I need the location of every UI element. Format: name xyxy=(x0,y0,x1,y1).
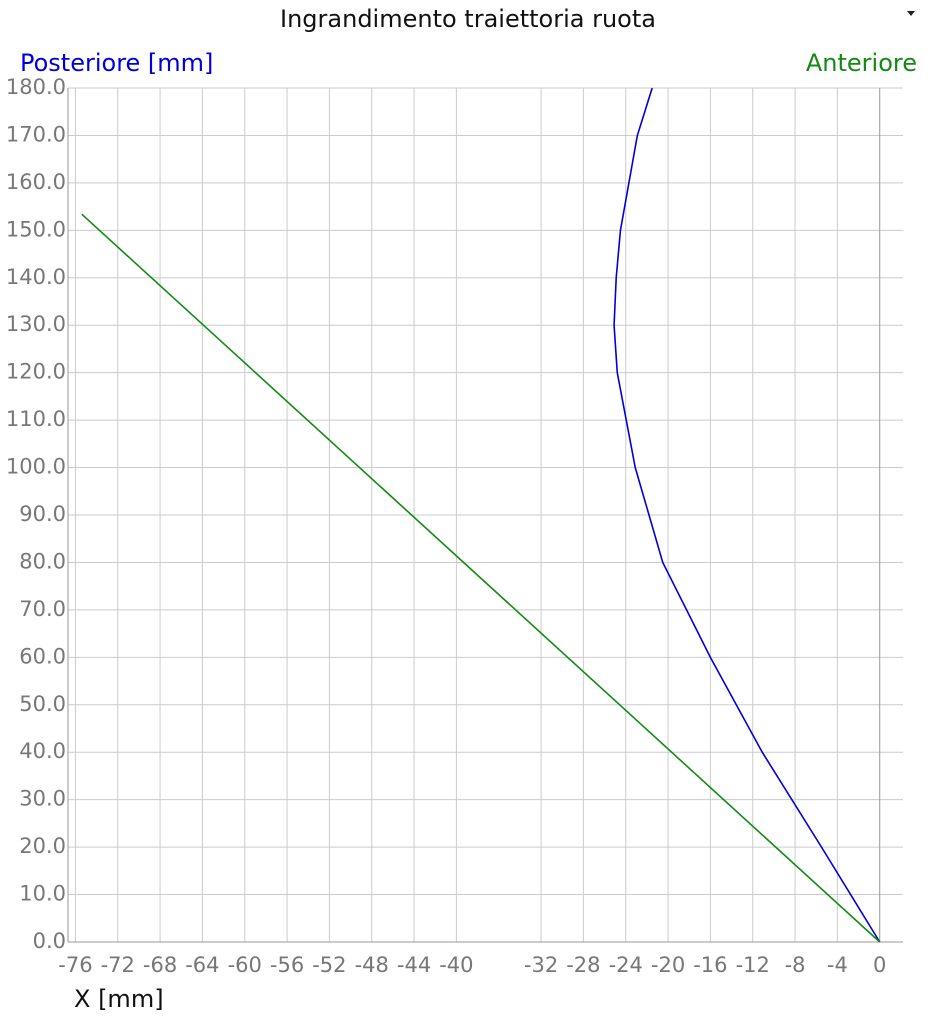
y-tick-label: 60.0 xyxy=(19,644,66,668)
y-tick-label: 20.0 xyxy=(19,834,66,858)
y-tick-label: 150.0 xyxy=(6,217,66,241)
y-tick-label: 110.0 xyxy=(6,407,66,431)
x-tick-label: -40 xyxy=(439,953,473,977)
y-tick-label: 30.0 xyxy=(19,787,66,811)
x-axis-label: X [mm] xyxy=(74,985,164,1013)
x-tick-label: -28 xyxy=(566,953,600,977)
x-tick-label: -64 xyxy=(185,953,219,977)
x-tick-label: -68 xyxy=(143,953,177,977)
y-tick-label: 40.0 xyxy=(19,739,66,763)
y-tick-label: 130.0 xyxy=(6,312,66,336)
x-tick-label: -60 xyxy=(228,953,262,977)
y-tick-label: 70.0 xyxy=(19,597,66,621)
x-tick-label: -32 xyxy=(524,953,558,977)
y-tick-label: 50.0 xyxy=(19,692,66,716)
y-tick-label: 90.0 xyxy=(19,502,66,526)
series-line xyxy=(613,87,881,943)
series-line xyxy=(81,213,881,943)
y-tick-label: 10.0 xyxy=(19,882,66,906)
y-tick-label: 180.0 xyxy=(6,75,66,99)
x-tick-label: -20 xyxy=(651,953,685,977)
y-tick-label: 170.0 xyxy=(6,122,66,146)
y-tick-label: 160.0 xyxy=(6,170,66,194)
x-tick-label: -24 xyxy=(609,953,643,977)
y-tick-label: 100.0 xyxy=(6,455,66,479)
x-tick-label: 0 xyxy=(873,953,886,977)
x-tick-label: -72 xyxy=(101,953,135,977)
y-tick-label: 140.0 xyxy=(6,265,66,289)
chart-title: Ingrandimento traiettoria ruota xyxy=(280,5,656,33)
y-tick-label: 0.0 xyxy=(33,929,66,953)
y-tick-label: 120.0 xyxy=(6,360,66,384)
x-tick-label: -76 xyxy=(58,953,92,977)
x-tick-label: -16 xyxy=(693,953,727,977)
x-tick-label: -12 xyxy=(736,953,770,977)
x-tick-label: -4 xyxy=(827,953,848,977)
x-tick-label: -8 xyxy=(785,953,806,977)
x-tick-label: -56 xyxy=(270,953,304,977)
legend-label: Anteriore xyxy=(806,49,917,77)
legend-label: Posteriore [mm] xyxy=(20,49,213,77)
x-tick-label: -48 xyxy=(355,953,389,977)
y-tick-label: 80.0 xyxy=(19,549,66,573)
x-tick-label: -44 xyxy=(397,953,431,977)
x-tick-label: -52 xyxy=(312,953,346,977)
menu-arrow[interactable] xyxy=(907,11,915,16)
